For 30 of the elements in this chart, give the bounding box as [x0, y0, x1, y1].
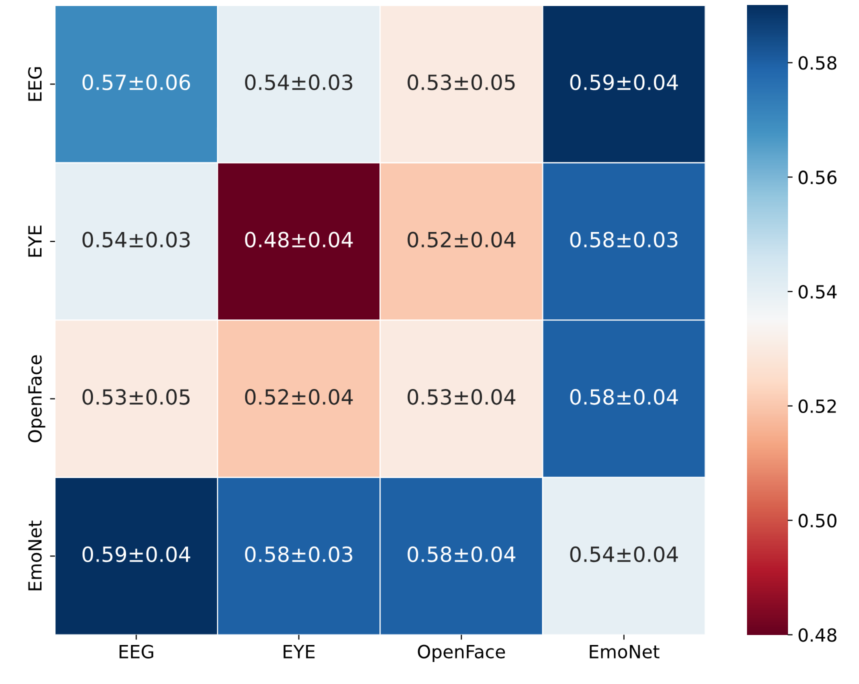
data-label: 0.58±0.03: [570, 232, 678, 248]
color-bar-label: 0.56: [798, 170, 836, 184]
data-label: 0.57±0.06: [82, 74, 190, 90]
y-tick-label: OpenFace: [28, 355, 46, 442]
data-label: 0.53±0.05: [408, 74, 515, 90]
color-bar-label: 0.48: [798, 628, 836, 642]
data-label: 0.59±0.04: [82, 546, 190, 562]
color-bar-label: 0.58: [798, 56, 836, 70]
data-label: 0.52±0.04: [245, 389, 353, 405]
data-label: 0.54±0.04: [570, 546, 678, 562]
y-tick-label: EEG: [28, 67, 42, 101]
color-bar-label: 0.54: [798, 284, 837, 299]
data-label: 0.54±0.03: [245, 74, 352, 90]
y-tick-label: EmoNet: [28, 520, 42, 590]
data-label: 0.58±0.04: [570, 389, 678, 405]
data-label: 0.53±0.04: [408, 389, 516, 405]
data-label: 0.52±0.04: [408, 232, 516, 248]
color-bar-label: 0.52: [798, 399, 836, 414]
data-label: 0.58±0.03: [245, 546, 352, 562]
x-tick-label: EmoNet: [590, 645, 660, 658]
color-bar-label: 0.50: [798, 514, 836, 528]
x-tick-label: OpenFace: [418, 644, 505, 662]
data-label: 0.48±0.04: [245, 232, 353, 248]
data-label: 0.54±0.03: [82, 232, 190, 248]
x-tick-label: EYE: [284, 645, 315, 658]
data-label: 0.58±0.04: [408, 546, 516, 562]
data-label: 0.53±0.05: [82, 389, 190, 405]
x-tick-label: EEG: [120, 644, 154, 658]
data-label: 0.59±0.04: [570, 74, 678, 90]
y-tick-label: EYE: [28, 226, 42, 257]
